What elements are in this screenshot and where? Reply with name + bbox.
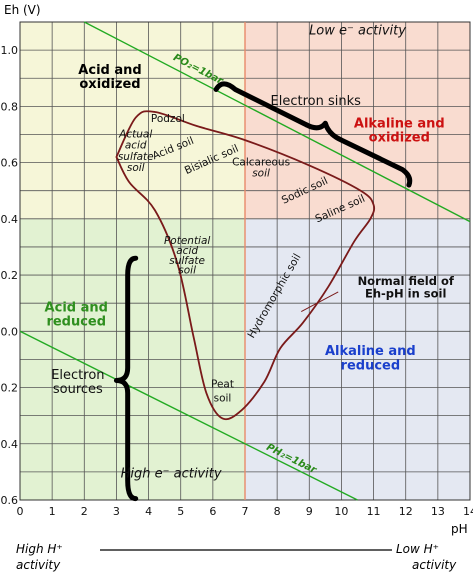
- x-axis-label: pH: [451, 522, 468, 536]
- y-tick-0.8: 0.8: [1, 100, 19, 113]
- acid-reduced-label-2: reduced: [46, 315, 106, 330]
- low-h-activity-line2: activity: [412, 558, 457, 572]
- ph2-line: [19, 330, 358, 501]
- acid-reduced-label-1: Acid and: [45, 301, 108, 316]
- x-tick-0: 0: [17, 505, 24, 518]
- soil-label-12: acid: [176, 245, 198, 257]
- x-tick-12: 12: [399, 505, 413, 518]
- alkaline-reduced-label-1: Alkaline and: [325, 344, 416, 359]
- soil-label-2: acid: [125, 140, 147, 152]
- low-e-activity-label: Low e⁻ activity: [309, 24, 406, 39]
- x-tick-10: 10: [334, 505, 348, 518]
- soil-label-8: soil: [252, 168, 270, 180]
- high-h-activity-line2: activity: [16, 558, 61, 572]
- normal-field-label-1: Normal field of: [358, 274, 455, 288]
- x-tick-6: 6: [209, 505, 216, 518]
- y-tick-0.6: 0.6: [1, 157, 19, 170]
- soil-label-16: Peat: [211, 379, 234, 391]
- electron-sources-brace: [113, 255, 139, 502]
- x-tick-8: 8: [274, 505, 281, 518]
- soil-label-17: soil: [214, 393, 232, 405]
- high-e-activity-label: High e⁻ activity: [121, 467, 222, 482]
- y-tick--0.4: -0.4: [0, 438, 18, 451]
- tick-layer: 012345678910111213141.00.80.60.40.20.0-0…: [0, 44, 473, 518]
- normal-field-label-2: Eh-pH in soil: [365, 287, 446, 301]
- x-tick-3: 3: [113, 505, 120, 518]
- low-h-activity-line1: Low H⁺: [396, 542, 439, 556]
- grid-layer: [19, 21, 471, 501]
- normal-field-leader: [301, 291, 339, 313]
- brace-layer: [113, 81, 413, 502]
- acid-oxidized-label-2: oxidized: [79, 77, 140, 92]
- x-tick-4: 4: [145, 505, 152, 518]
- electron-sources-label-2: sources: [53, 382, 103, 397]
- soil-label-7: Calcareous: [232, 156, 290, 168]
- alkaline-reduced-label-2: reduced: [341, 358, 401, 373]
- soil-label-0: Podzol: [151, 113, 185, 125]
- y-tick-0.2: 0.2: [1, 269, 19, 282]
- x-tick-5: 5: [177, 505, 184, 518]
- high-h-activity-line1: High H⁺: [16, 542, 63, 556]
- soil-label-3: sulfate: [118, 151, 154, 163]
- x-tick-1: 1: [49, 505, 56, 518]
- y-tick-1.0: 1.0: [1, 44, 19, 57]
- normal-field-curve: [115, 110, 376, 421]
- region-0: [20, 22, 245, 219]
- x-tick-9: 9: [306, 505, 313, 518]
- po2-line: [83, 21, 471, 223]
- acid-oxidized-label-1: Acid and: [78, 63, 141, 78]
- x-tick-7: 7: [242, 505, 249, 518]
- electron-sinks-label: Electron sinks: [271, 94, 362, 109]
- y-tick--0.2: -0.2: [0, 382, 18, 395]
- soil-label-4: soil: [127, 162, 145, 174]
- soil-label-1: Actual: [118, 128, 152, 140]
- region-1: [245, 22, 470, 219]
- alkaline-oxidized-label-1: Alkaline and: [354, 116, 445, 131]
- y-axis-label: Eh (V): [4, 3, 41, 17]
- soil-label-13: sulfate: [169, 255, 205, 267]
- y-tick--0.6: -0.6: [0, 494, 18, 507]
- x-tick-13: 13: [431, 505, 445, 518]
- soil-label-11: Potential: [164, 235, 210, 247]
- y-tick-0.0: 0.0: [1, 325, 19, 338]
- line-layer: [19, 21, 471, 501]
- soil-label-14: soil: [178, 265, 196, 277]
- x-tick-2: 2: [81, 505, 88, 518]
- electron-sources-label-1: Electron: [51, 368, 104, 383]
- electron-sinks-brace: [213, 81, 413, 188]
- x-tick-14: 14: [463, 505, 473, 518]
- y-tick-0.4: 0.4: [1, 213, 19, 226]
- alkaline-oxidized-label-2: oxidized: [369, 131, 430, 146]
- x-tick-11: 11: [367, 505, 381, 518]
